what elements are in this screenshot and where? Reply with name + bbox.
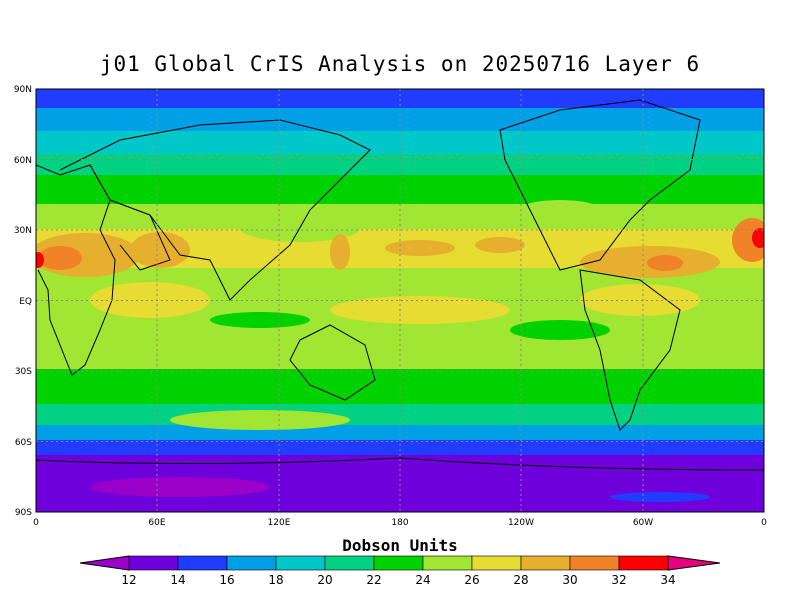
lon-label: 120E — [268, 518, 291, 528]
lat-label: 90S — [15, 508, 32, 518]
blob-southern-ocean — [170, 410, 350, 430]
colorbar-tick-label: 34 — [660, 573, 675, 587]
colorbar-extend-low — [79, 555, 130, 571]
colorbar-segment — [422, 555, 473, 571]
colorbar-segment — [569, 555, 620, 571]
lat-axis: 90N 60N 30N EQ 30S 60S 90S — [14, 85, 32, 518]
coastlines — [36, 99, 764, 471]
max-w-africa-peak — [752, 228, 764, 248]
max-central-pacific — [385, 240, 455, 256]
colorbar-tick-label: 30 — [562, 573, 577, 587]
band-high-lat-south — [36, 425, 764, 441]
lon-label: 0 — [33, 518, 39, 528]
lon-label: 60E — [148, 518, 165, 528]
colorbar-extend-high — [667, 555, 721, 571]
colorbar-segment — [128, 555, 179, 571]
min-antarctica-blue — [610, 492, 710, 502]
min-antarctica — [90, 477, 270, 497]
max-atlantic-core — [647, 255, 683, 271]
colorbar-segment — [324, 555, 375, 571]
colorbar: 12 14 16 18 20 22 24 26 28 30 32 34 — [79, 555, 721, 587]
lon-label: 120W — [508, 518, 534, 528]
colorbar-tick-label: 12 — [121, 573, 136, 587]
gridlines — [36, 89, 764, 512]
blob-africa — [90, 282, 210, 318]
colorbar-tick-label: 20 — [317, 573, 332, 587]
lon-label: 60W — [633, 518, 653, 528]
lat-label: 90N — [14, 85, 32, 95]
colorbar-title: Dobson Units — [342, 536, 458, 555]
colorbar-segment — [177, 555, 228, 571]
band-subantarctic — [36, 440, 764, 456]
colorbar-tick-label: 32 — [611, 573, 626, 587]
colorbar-segment — [226, 555, 277, 571]
colorbar-segment — [471, 555, 522, 571]
max-sahara-peak — [36, 252, 44, 268]
colorbar-tick-label: 24 — [415, 573, 430, 587]
max-arabia — [130, 232, 190, 268]
blob-south-pacific — [330, 296, 510, 324]
lat-label: 60S — [15, 438, 32, 448]
max-w-africa — [732, 218, 764, 262]
colorbar-segment — [618, 555, 669, 571]
lat-label: 30N — [14, 226, 32, 236]
map-title: j01 Global CrIS Analysis on 20250716 Lay… — [99, 52, 701, 76]
lat-label: 60N — [14, 156, 32, 166]
lat-label: EQ — [19, 297, 32, 307]
colorbar-segment — [275, 555, 326, 571]
blob-south-atlantic — [580, 284, 700, 316]
band-subtropics-north — [36, 204, 764, 230]
max-east-pacific — [475, 237, 525, 253]
colorbar-segment — [520, 555, 571, 571]
colorbar-tick-label: 14 — [170, 573, 185, 587]
blob-indian-green — [210, 312, 310, 328]
colorbar-tick-label: 16 — [219, 573, 234, 587]
max-sahara-core — [38, 246, 82, 270]
colorbar-tick-label: 28 — [513, 573, 528, 587]
map-frame — [35, 88, 765, 513]
lon-label: 180 — [391, 518, 408, 528]
lon-label: 0 — [761, 518, 767, 528]
colorbar-tick-label: 18 — [268, 573, 283, 587]
colorbar-segment — [373, 555, 424, 571]
blob-n-america — [520, 200, 600, 220]
lat-label: 30S — [15, 367, 32, 377]
colorbar-tick-label: 26 — [464, 573, 479, 587]
blob-pacific-green — [510, 320, 610, 340]
lon-axis: 0 60E 120E 180 120W 60W 0 — [33, 518, 767, 528]
colorbar-tick-label: 22 — [366, 573, 381, 587]
max-pacific — [330, 234, 350, 270]
